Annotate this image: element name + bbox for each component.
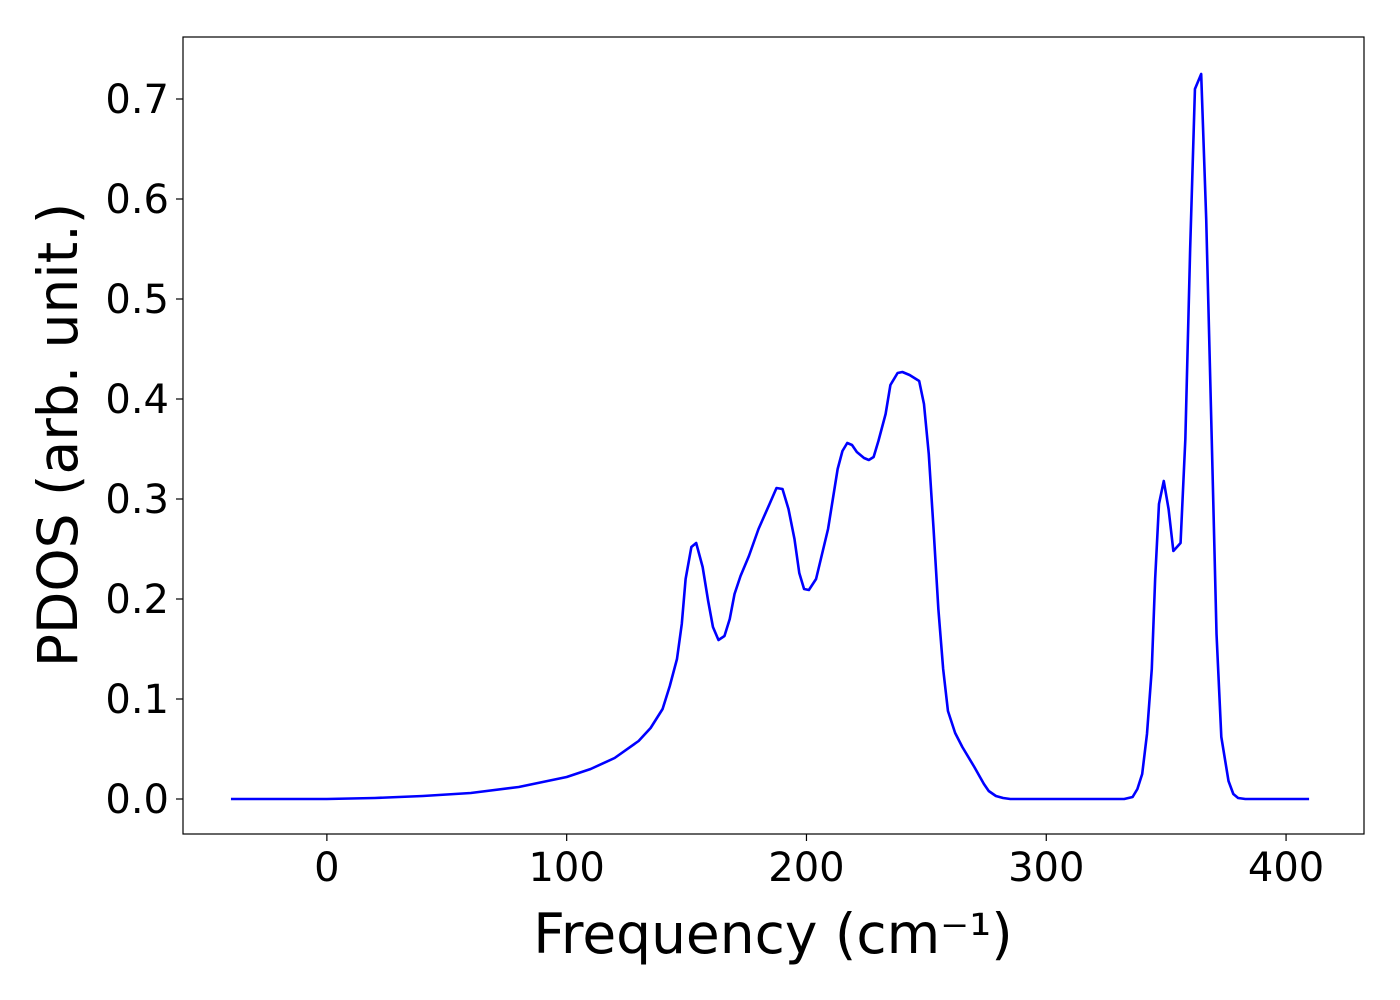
y-tick-label: 0.0 bbox=[105, 777, 169, 823]
x-axis-label: Frequency (cm⁻¹) bbox=[533, 902, 1012, 966]
x-tick-label: 300 bbox=[1008, 845, 1084, 891]
y-tick-label: 0.5 bbox=[105, 277, 169, 323]
y-tick-label: 0.4 bbox=[105, 377, 169, 423]
pdos-line bbox=[230, 72, 1310, 801]
x-tick-label: 0 bbox=[314, 845, 339, 891]
plot-frame bbox=[182, 36, 1365, 835]
y-tick-label: 0.6 bbox=[105, 177, 169, 223]
y-tick-label: 0.2 bbox=[105, 577, 169, 623]
x-tick-label: 200 bbox=[768, 845, 844, 891]
y-tick-label: 0.7 bbox=[105, 77, 169, 123]
y-tick-label: 0.3 bbox=[105, 477, 169, 523]
x-tick-label: 400 bbox=[1248, 845, 1324, 891]
y-tick-label: 0.1 bbox=[105, 677, 169, 723]
x-tick-label: 100 bbox=[528, 845, 604, 891]
y-axis-label: PDOS (arb. unit.) bbox=[26, 203, 90, 667]
